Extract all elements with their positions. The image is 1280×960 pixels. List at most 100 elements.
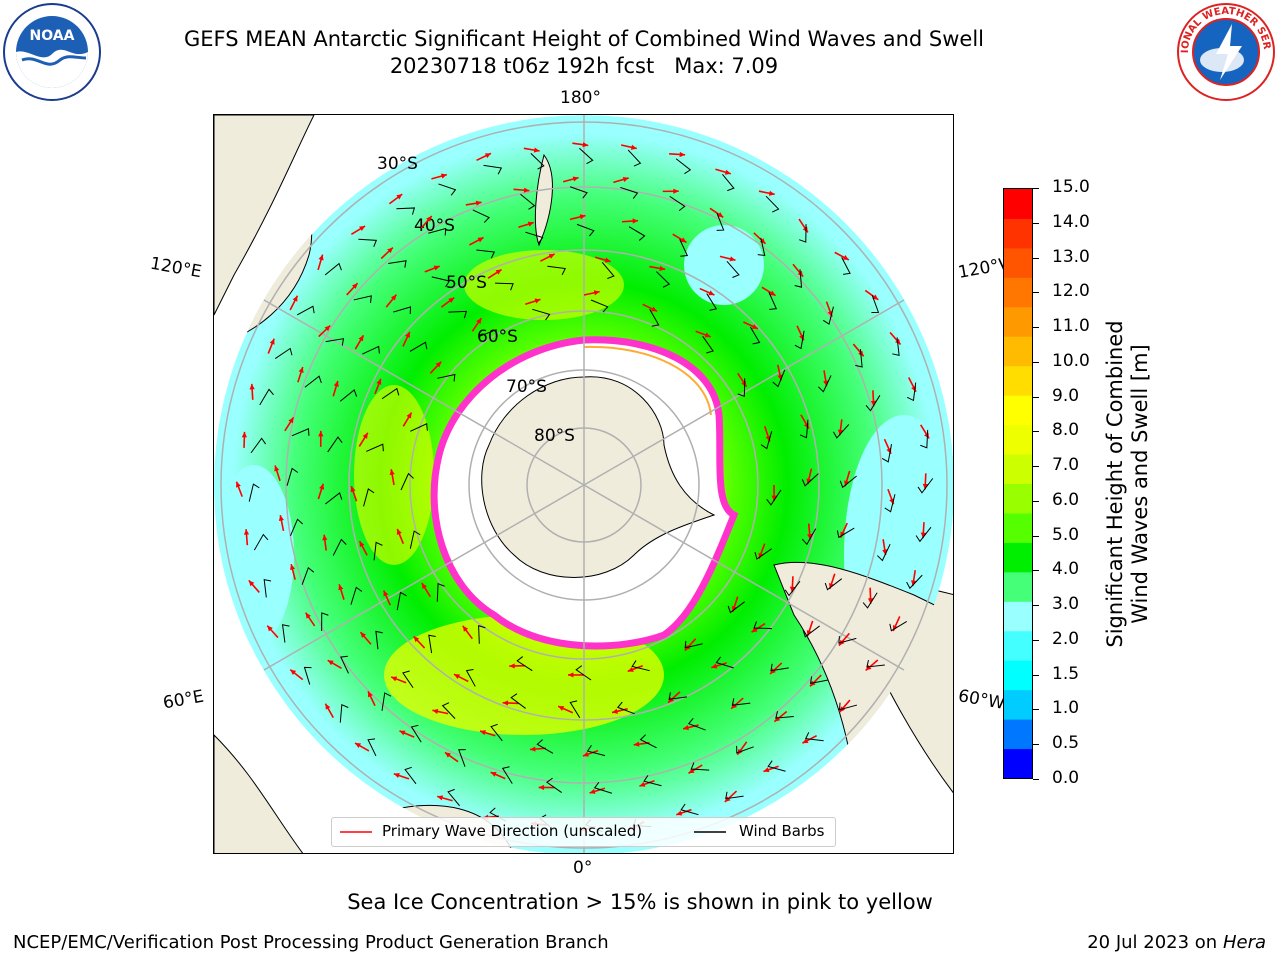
wave-direction-arrowhead — [882, 549, 888, 556]
wave-direction-arrowhead — [359, 226, 366, 232]
wave-high-area-west — [354, 385, 434, 565]
legend-swatch-wave — [340, 831, 372, 833]
wind-barb — [690, 762, 710, 771]
lon-label-120e: 120°E — [148, 253, 204, 283]
wind-barb — [749, 326, 761, 345]
wave-direction-arrowhead — [292, 295, 298, 302]
wind-barb — [767, 760, 786, 772]
wave-direction-arrowhead — [604, 257, 611, 263]
wave-direction-arrowhead — [267, 625, 273, 632]
wave-direction-arrowhead — [389, 469, 395, 476]
wind-barb — [325, 338, 345, 346]
wave-direction-arrowhead — [290, 669, 297, 675]
wave-direction-arrowhead — [278, 515, 284, 521]
wind-barb — [381, 692, 392, 711]
wave-direction-arrowhead — [435, 361, 442, 368]
colorbar-tick-mark — [1033, 709, 1039, 711]
wind-barb — [321, 612, 329, 631]
graticule — [220, 115, 948, 853]
wind-barb — [871, 295, 880, 313]
wave-direction-arrowhead — [708, 290, 715, 296]
colorbar-tick-mark — [1033, 292, 1039, 294]
wave-direction-arrowhead — [248, 580, 255, 587]
wind-barb — [547, 265, 566, 276]
legend-swatch-barb — [694, 831, 726, 833]
wave-direction-arrowhead — [502, 700, 509, 706]
wave-direction-arrowhead — [406, 412, 412, 419]
wave-direction-arrowhead — [771, 495, 777, 501]
wave-direction-arrowhead — [807, 533, 813, 540]
wave-direction-arrowhead — [763, 767, 770, 773]
wave-direction-arrowhead — [448, 297, 455, 303]
wind-barb — [822, 306, 834, 325]
wave-direction-arrowhead — [462, 625, 469, 632]
colorbar-tick-mark — [1033, 361, 1039, 363]
wind-barb — [339, 703, 349, 723]
colorbar-tick-mark — [1033, 431, 1039, 433]
wave-direction-arrowhead — [391, 676, 398, 682]
colorbar-segment — [1004, 483, 1032, 514]
wave-high-area-north — [464, 250, 624, 320]
wave-direction-arrowhead — [319, 483, 325, 490]
wind-barb — [753, 621, 773, 630]
wave-direction-arrowhead — [413, 636, 420, 643]
wave-direction-arrowhead — [476, 318, 482, 325]
wind-barb — [832, 424, 850, 439]
colorbar-tick-label: 0.0 — [1052, 768, 1080, 788]
wind-barb — [631, 660, 650, 672]
wind-barb — [259, 388, 274, 406]
wind-barb — [447, 788, 460, 807]
wave-direction-arrowhead — [318, 254, 324, 261]
colorbar-segment — [1004, 218, 1032, 249]
wind-barb — [765, 195, 780, 213]
sea-ice-note: Sea Ice Concentration > 15% is shown in … — [347, 890, 933, 914]
wind-barb — [706, 293, 718, 311]
wind-barb — [332, 538, 347, 556]
wind-barb — [327, 436, 343, 453]
colorbar — [1003, 188, 1033, 779]
colorbar-tick-mark — [1033, 188, 1039, 189]
wave-direction-arrowhead — [922, 483, 928, 490]
wind-barb — [643, 775, 662, 787]
wave-direction-arrowhead — [362, 432, 368, 439]
wave-direction-arrowhead — [432, 708, 439, 715]
wave-direction-arrowhead — [533, 147, 540, 153]
colorbar-tick-label: 13.0 — [1052, 246, 1090, 267]
wind-barb — [824, 578, 843, 591]
wind-barb — [576, 223, 595, 237]
wave-direction-arrowhead — [688, 768, 695, 774]
wind-barb — [501, 766, 513, 784]
wind-barb — [772, 369, 786, 388]
wave-direction-arrowhead — [527, 221, 534, 227]
wind-barb — [325, 492, 343, 505]
wind-barb — [495, 282, 514, 291]
wind-barb — [516, 656, 533, 672]
wind-barb — [410, 724, 422, 743]
wind-barb — [881, 444, 893, 463]
wind-barb — [802, 625, 820, 638]
wind-barb — [404, 766, 417, 785]
wave-direction-arrowhead — [724, 796, 731, 802]
wind-barb — [794, 269, 803, 288]
wind-barb — [400, 472, 414, 491]
legend-label-wave: Primary Wave Direction (unscaled) — [382, 822, 643, 840]
wind-barb — [839, 475, 857, 489]
wave-direction-arrowhead — [568, 672, 574, 678]
wind-barb — [373, 541, 383, 561]
wind-barb — [483, 164, 503, 175]
wind-barb — [725, 791, 744, 800]
colorbar-tick-label: 12.0 — [1052, 281, 1090, 302]
wave-direction-arrowhead — [633, 741, 640, 747]
wind-barb — [680, 803, 699, 816]
wave-direction-arrowhead — [529, 746, 536, 752]
wind-barb — [339, 389, 358, 402]
colorbar-tick-label: 8.0 — [1052, 420, 1080, 441]
wave-direction-arrowhead — [911, 580, 917, 586]
wind-barb — [675, 158, 692, 175]
wind-barb — [593, 781, 613, 794]
wind-barb — [628, 226, 646, 241]
wave-direction-arrowhead — [324, 325, 331, 332]
wind-barb — [476, 249, 496, 259]
wave-direction-arrowhead — [538, 784, 545, 791]
wind-barb — [687, 717, 706, 731]
